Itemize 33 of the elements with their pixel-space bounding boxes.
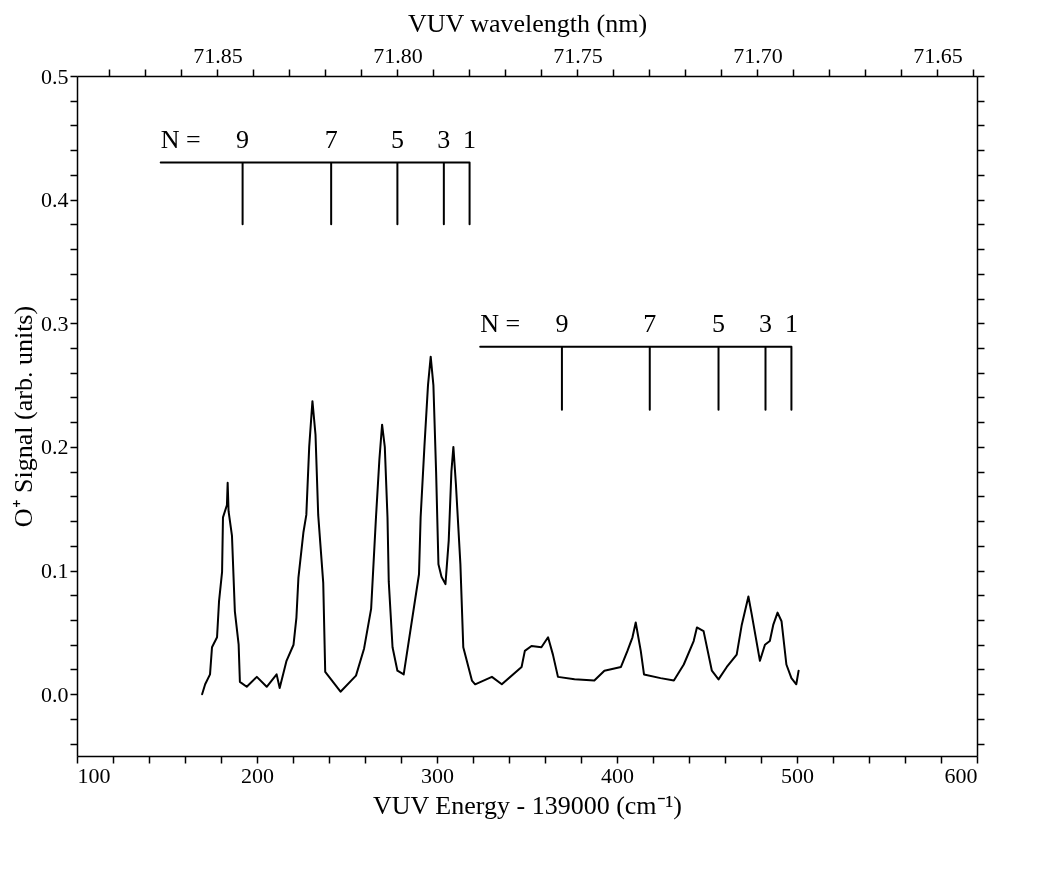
annotation: 9 xyxy=(555,308,569,338)
annotation: 3 xyxy=(759,308,772,338)
annotation: 5 xyxy=(390,124,404,154)
annotation: N = xyxy=(480,308,521,338)
y-tick-label: 0.1 xyxy=(41,558,69,584)
annotation: 5 xyxy=(712,308,726,338)
x-tick-label: 600 xyxy=(944,762,978,788)
line-series xyxy=(201,355,800,696)
y-tick-label: 0.3 xyxy=(41,310,69,336)
annotation: 7 xyxy=(643,308,657,338)
x-tick-label: 400 xyxy=(601,762,634,788)
x2-tick-label: 71.85 xyxy=(193,42,243,68)
x-tick-label: 200 xyxy=(241,762,274,788)
x2-axis-title: VUV wavelength (nm) xyxy=(407,8,648,38)
y-tick-label: 0.4 xyxy=(41,187,69,213)
annotation: 1 xyxy=(784,308,798,338)
x-tick-label: 100 xyxy=(77,762,111,788)
x-tick-label: 500 xyxy=(781,762,814,788)
x-axis-title: VUV Energy - 139000 (cm⁻¹) xyxy=(372,790,683,820)
annotation: 1 xyxy=(463,124,477,154)
x-tick-label: 300 xyxy=(421,762,454,788)
annotation: 3 xyxy=(437,124,451,154)
y-tick-label: 0.5 xyxy=(41,63,69,89)
y-tick-label: 0.0 xyxy=(41,681,69,707)
x2-tick-label: 71.80 xyxy=(373,42,423,68)
annotation: 7 xyxy=(324,124,338,154)
x2-tick-label: 71.75 xyxy=(553,42,603,68)
y-axis-title: O⁺ Signal (arb. units) xyxy=(9,305,38,528)
annotation: 9 xyxy=(236,124,250,154)
annotation: N = xyxy=(160,124,201,154)
x2-tick-label: 71.70 xyxy=(733,42,783,68)
x2-tick-label: 71.65 xyxy=(913,42,963,68)
y-tick-label: 0.2 xyxy=(41,434,69,460)
